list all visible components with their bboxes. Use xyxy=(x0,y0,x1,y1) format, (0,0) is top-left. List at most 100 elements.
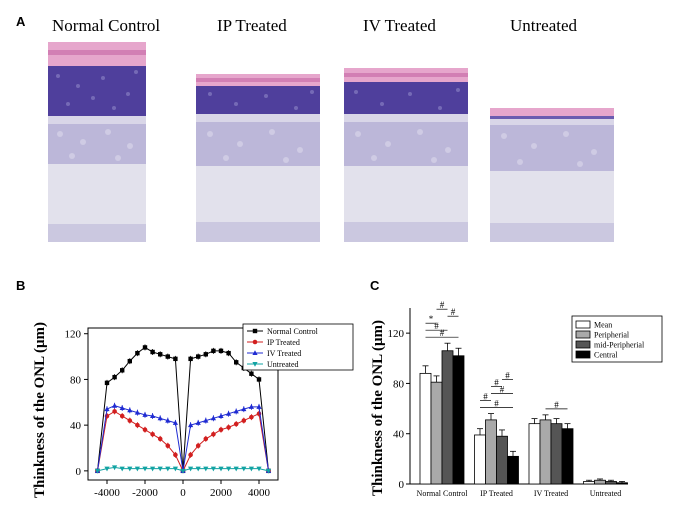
chart-b-point-untreated xyxy=(150,466,156,472)
histology-image-untreated xyxy=(490,108,614,242)
chart-b-point-normal-control xyxy=(226,350,231,356)
chart-b-point-normal-control xyxy=(104,380,110,386)
chart-b-point-iv-treated xyxy=(195,420,201,425)
chart-b-point-iv-treated xyxy=(150,413,156,418)
chart-b-point-untreated xyxy=(94,468,101,474)
chart-b-point-iv-treated xyxy=(127,407,133,413)
chart-c-significance-mark: # xyxy=(434,321,439,331)
chart-b-point-normal-control xyxy=(165,354,170,359)
chart-b-point-normal-control xyxy=(196,354,201,359)
chart-b-point-normal-control xyxy=(249,371,254,376)
chart-c-bar-normal-control-central xyxy=(452,355,465,485)
chart-c-y-tick-label: 0 xyxy=(399,479,405,491)
histology-image-iv-treated xyxy=(344,68,468,242)
histology-label-iv-treated: IV Treated xyxy=(363,16,436,35)
histology-image-normal-control xyxy=(48,42,146,242)
chart-c-bar-normal-control-peripherial xyxy=(430,381,443,485)
chart-c-x-tick-label-ip-treated: IP Treated xyxy=(480,489,513,498)
chart-b-point-normal-control xyxy=(112,374,117,380)
chart-b-point-untreated xyxy=(210,466,216,472)
panel-letter-c: C xyxy=(370,278,380,293)
chart-b-point-iv-treated xyxy=(104,406,110,412)
chart-b-x-tick-label: -4000 xyxy=(94,487,120,499)
chart-b-point-ip-treated xyxy=(165,443,171,449)
chart-c-legend-label-central: Central xyxy=(594,351,618,360)
chart-b-point-iv-treated xyxy=(210,415,216,421)
chart-c-x-tick-label-untreated: Untreated xyxy=(590,489,622,498)
chart-b-point-iv-treated xyxy=(172,420,178,425)
chart-b-point-ip-treated xyxy=(241,418,247,423)
chart-c-legend-swatch-central xyxy=(575,350,591,359)
chart-b-point-untreated xyxy=(256,466,262,472)
chart-c-y-axis-label: Thinkness of the ONL (μm) xyxy=(370,320,386,496)
chart-c-y-tick-label: 120 xyxy=(388,328,405,340)
chart-c-x-tick-label-normal-control: Normal Control xyxy=(417,489,469,498)
chart-b-y-tick-label: 120 xyxy=(65,329,82,341)
chart-b-point-untreated xyxy=(142,466,148,472)
chart-b-point-ip-treated xyxy=(127,418,133,423)
chart-b-point-untreated xyxy=(134,466,140,472)
chart-b-point-untreated xyxy=(218,466,224,472)
chart-b-point-ip-treated xyxy=(188,452,193,458)
chart-b-point-untreated xyxy=(172,466,178,472)
chart-b-point-ip-treated xyxy=(233,421,239,427)
chart-b-point-iv-treated xyxy=(188,422,194,428)
chart-b-point-normal-control xyxy=(203,352,208,357)
chart-b-point-untreated xyxy=(233,466,239,472)
chart-b-point-normal-control xyxy=(158,352,163,357)
chart-c-significance-mark: # xyxy=(494,399,499,409)
chart-b-x-tick-label: 2000 xyxy=(210,487,233,499)
chart-b-y-tick-label: 40 xyxy=(70,420,82,432)
chart-c-legend-swatch-peripherial xyxy=(575,330,591,339)
chart-b-point-iv-treated xyxy=(241,406,247,412)
chart-b-x-tick-label: 4000 xyxy=(248,487,271,499)
chart-b-point-normal-control xyxy=(218,348,224,354)
chart-b-point-untreated xyxy=(248,466,254,472)
chart-c-bar-normal-control-mean xyxy=(419,372,432,485)
chart-b-y-tick-label: 0 xyxy=(76,466,82,478)
histology-image-ip-treated xyxy=(196,74,320,242)
chart-b-point-normal-control xyxy=(234,360,239,365)
chart-c-bar-ip-treated-mean xyxy=(474,434,486,485)
chart-b-x-tick-label: 0 xyxy=(180,487,186,499)
chart-b-point-ip-treated xyxy=(203,436,209,442)
chart-b-point-iv-treated xyxy=(119,405,125,410)
chart-b-point-normal-control xyxy=(135,350,140,356)
chart-b-point-untreated xyxy=(226,466,232,472)
chart-b-x-tick-label: -2000 xyxy=(132,487,158,499)
chart-c-legend-label-mean: Mean xyxy=(594,321,612,330)
chart-b-legend-label-normal-control: Normal Control xyxy=(267,327,319,336)
chart-c-bar-ip-treated-peripherial xyxy=(485,419,497,485)
histology-label-ip-treated: IP Treated xyxy=(217,16,287,35)
chart-c-bar-untreated-mid-peripherial xyxy=(605,481,617,485)
chart-c-legend-swatch-mean xyxy=(575,320,591,329)
chart-c-significance-mark: # xyxy=(554,400,559,410)
chart-b-point-iv-treated xyxy=(142,412,148,417)
chart-b-point-iv-treated xyxy=(203,417,209,423)
chart-c-bar-ip-treated-mid-peripherial xyxy=(496,435,508,485)
chart-c-x-tick-label-iv-treated: IV Treated xyxy=(534,489,568,498)
chart-b-point-iv-treated xyxy=(218,413,224,418)
chart-b-point-untreated xyxy=(203,466,209,472)
chart-b-point-normal-control xyxy=(256,377,262,382)
chart-b-legend-box xyxy=(242,323,354,371)
chart-b-point-normal-control xyxy=(142,345,148,350)
chart-b-point-iv-treated xyxy=(134,409,140,415)
chart-b-point-ip-treated xyxy=(119,413,125,419)
chart-b-point-ip-treated xyxy=(135,422,140,428)
chart-b-point-normal-control xyxy=(127,358,132,364)
chart-b-point-normal-control xyxy=(120,368,125,373)
chart-c-significance-mark: * xyxy=(429,314,434,324)
chart-b-y-axis-label: Thinkness of the ONL (μm) xyxy=(32,322,48,498)
chart-b-point-ip-treated xyxy=(150,431,155,437)
chart-b-legend-marker-ip-treated xyxy=(252,339,258,345)
chart-b-legend-marker-untreated xyxy=(252,362,258,367)
chart-b-legend-label-ip-treated: IP Treated xyxy=(267,338,300,347)
chart-b-legend-marker-normal-control xyxy=(252,328,258,334)
chart-b-point-ip-treated xyxy=(226,425,231,430)
chart-b-point-ip-treated xyxy=(173,452,178,458)
chart-b-y-tick-label: 80 xyxy=(70,374,82,386)
chart-b-point-untreated xyxy=(165,466,171,472)
chart-b-line: -4000 -2000 0 2000 4000 0 40 80 120 Thinkness of … xyxy=(32,322,354,499)
chart-b-point-ip-treated xyxy=(157,436,163,442)
